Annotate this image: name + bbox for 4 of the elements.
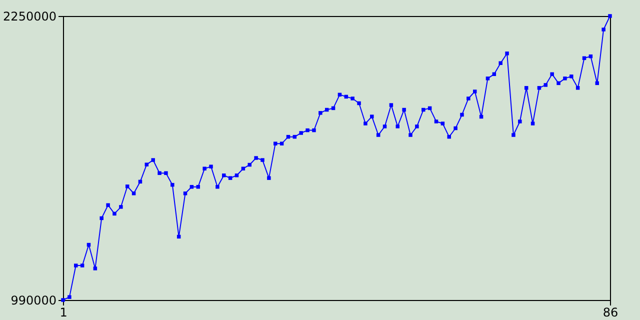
y-tick-label: 990000: [10, 294, 56, 308]
y-tick-label: 2250000: [3, 10, 56, 24]
x-tick-label: 1: [60, 306, 68, 320]
x-tick-label: 86: [602, 306, 618, 320]
